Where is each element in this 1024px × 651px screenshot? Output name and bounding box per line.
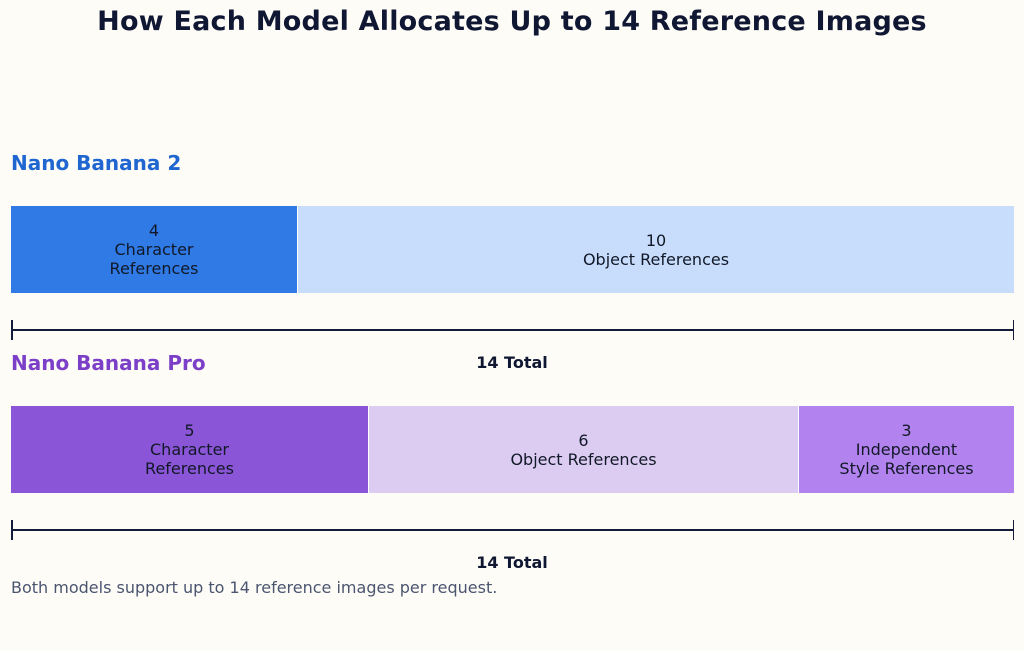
segment-category-label: Object References <box>582 249 730 269</box>
segment-category-label: Independent <box>855 440 958 459</box>
bracket-tick-left <box>11 520 13 540</box>
bar-segment-character-references: 5 Character References <box>11 406 369 493</box>
model-name-nano-banana-2: Nano Banana 2 <box>11 151 182 175</box>
segment-value-label: 10 <box>645 230 667 250</box>
segment-label: 4 Character References <box>110 221 199 278</box>
bar-segment-independent-style-references: 3 Independent Style References <box>799 406 1014 493</box>
segment-value-label: 3 <box>901 421 912 440</box>
chart-title: How Each Model Allocates Up to 14 Refere… <box>97 6 927 37</box>
segment-label: 5 Character References <box>145 421 234 478</box>
stacked-bar-nano-banana-pro: 5 Character References 6 Object References 3 I… <box>11 406 1014 493</box>
total-bracket-nano-banana-2 <box>11 320 1014 340</box>
bracket-tick-left <box>11 320 13 340</box>
segment-category-label: References <box>109 259 199 278</box>
bracket-tick-right <box>1012 320 1014 340</box>
bar-segment-object-references: 10 Object References <box>298 206 1014 293</box>
segment-category-label: Character <box>114 240 194 259</box>
total-bracket-nano-banana-pro <box>11 520 1014 540</box>
bracket-line <box>11 329 1014 331</box>
footnote: Both models support up to 14 reference i… <box>11 578 498 597</box>
stacked-bar-nano-banana-2: 4 Character References 10 Object References <box>11 206 1014 293</box>
segment-value-label: 5 <box>184 421 195 440</box>
segment-label: 10 Object References <box>583 231 729 269</box>
segment-value-label: 4 <box>148 221 160 240</box>
segment-category-label: Character <box>150 440 229 459</box>
total-label-nano-banana-pro: 14 Total <box>476 553 548 572</box>
bar-segment-character-references: 4 Character References <box>11 206 298 293</box>
segment-label: 3 Independent Style References <box>839 421 973 478</box>
segment-label: 6 Object References <box>510 431 656 469</box>
total-label-nano-banana-2: 14 Total <box>476 353 548 372</box>
segment-category-label: Object References <box>510 449 657 469</box>
bracket-tick-right <box>1012 520 1014 540</box>
bracket-line <box>11 529 1014 531</box>
segment-category-label: References <box>145 459 234 478</box>
model-name-nano-banana-pro: Nano Banana Pro <box>11 351 206 375</box>
segment-category-label: Style References <box>839 459 974 478</box>
bar-segment-object-references: 6 Object References <box>369 406 799 493</box>
segment-value-label: 6 <box>578 430 589 450</box>
